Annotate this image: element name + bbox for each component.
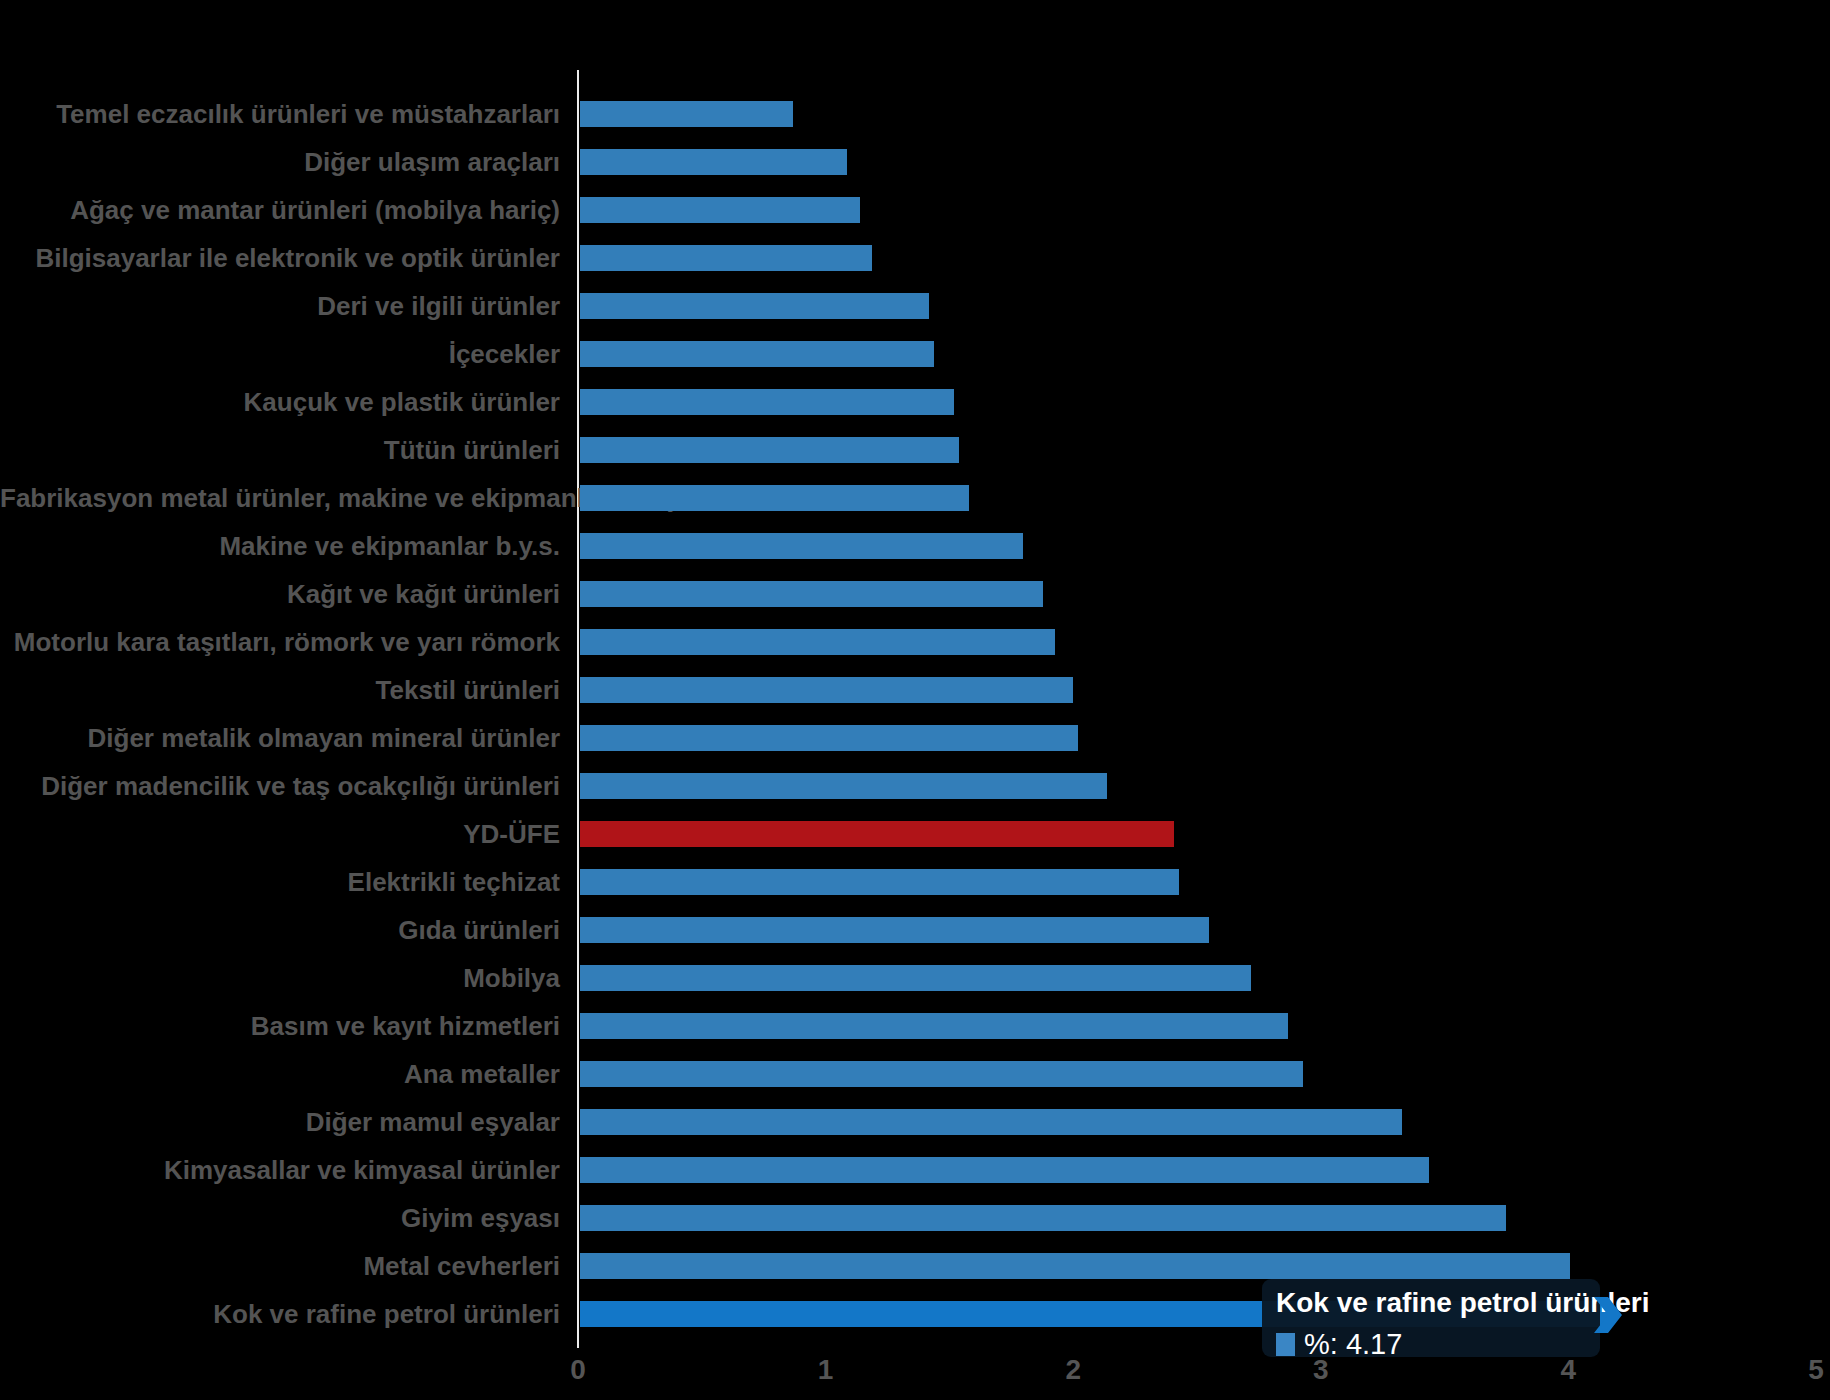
bar[interactable] (580, 965, 1251, 991)
bar[interactable] (580, 773, 1107, 799)
bar[interactable] (580, 197, 860, 223)
bar[interactable] (580, 869, 1179, 895)
category-label: Ağaç ve mantar ürünleri (mobilya hariç) (0, 197, 560, 223)
category-label: Diğer mamul eşyalar (0, 1109, 560, 1135)
bar[interactable] (580, 677, 1073, 703)
category-label: Metal cevherleri (0, 1253, 560, 1279)
bar[interactable] (580, 245, 872, 271)
tooltip: Kok ve rafine petrol ürünleri %: 4.17 (1262, 1279, 1600, 1357)
category-label: Mobilya (0, 965, 560, 991)
bar[interactable] (580, 1253, 1570, 1279)
category-label: Giyim eşyası (0, 1205, 560, 1231)
category-label: Tekstil ürünleri (0, 677, 560, 703)
bar[interactable] (580, 101, 793, 127)
x-tick-label: 5 (1786, 1354, 1830, 1386)
category-label: Fabrikasyon metal ürünler, makine ve eki… (0, 485, 560, 511)
bar[interactable] (580, 1205, 1506, 1231)
bar[interactable] (580, 1109, 1402, 1135)
tooltip-title: Kok ve rafine petrol ürünleri (1276, 1287, 1600, 1319)
x-tick-label: 0 (548, 1354, 608, 1386)
category-label: Gıda ürünleri (0, 917, 560, 943)
category-label: Bilgisayarlar ile elektronik ve optik ür… (0, 245, 560, 271)
category-label: Diğer metalik olmayan mineral ürünler (0, 725, 560, 751)
x-tick-label: 1 (796, 1354, 856, 1386)
tooltip-value: %: 4.17 (1304, 1328, 1402, 1361)
category-label: Elektrikli teçhizat (0, 869, 560, 895)
bar[interactable] (580, 293, 929, 319)
bar[interactable] (580, 389, 954, 415)
tooltip-value-row: %: 4.17 (1276, 1328, 1600, 1361)
category-label: Kağıt ve kağıt ürünleri (0, 581, 560, 607)
category-label: Ana metaller (0, 1061, 560, 1087)
category-label: Diğer ulaşım araçları (0, 149, 560, 175)
y-axis-line (577, 70, 579, 1348)
bar[interactable] (580, 581, 1043, 607)
bar[interactable] (580, 1013, 1288, 1039)
bar[interactable] (580, 485, 969, 511)
category-label: Kok ve rafine petrol ürünleri (0, 1301, 560, 1327)
category-label: Temel eczacılık ürünleri ve müstahzarlar… (0, 101, 560, 127)
bar[interactable] (580, 1061, 1303, 1087)
bar[interactable] (580, 341, 934, 367)
bar[interactable] (580, 629, 1055, 655)
x-tick-label: 2 (1043, 1354, 1103, 1386)
bar[interactable] (580, 725, 1078, 751)
bar[interactable] (580, 437, 959, 463)
bar[interactable] (580, 533, 1023, 559)
category-label: Tütün ürünleri (0, 437, 560, 463)
category-label: Diğer madencilik ve taş ocakçılığı ürünl… (0, 773, 560, 799)
category-label: Kimyasallar ve kimyasal ürünler (0, 1157, 560, 1183)
bar[interactable] (580, 917, 1209, 943)
series-swatch-icon (1276, 1333, 1295, 1356)
bar[interactable] (580, 821, 1174, 847)
category-label: Deri ve ilgili ürünler (0, 293, 560, 319)
category-label: İçecekler (0, 341, 560, 367)
category-label: YD-ÜFE (0, 821, 560, 847)
category-label: Makine ve ekipmanlar b.y.s. (0, 533, 560, 559)
bar[interactable] (580, 1157, 1429, 1183)
category-label: Kauçuk ve plastik ürünler (0, 389, 560, 415)
bar[interactable] (580, 149, 847, 175)
yd-ufe-bar-chart: Temel eczacılık ürünleri ve müstahzarlar… (0, 0, 1830, 1400)
category-label: Basım ve kayıt hizmetleri (0, 1013, 560, 1039)
category-label: Motorlu kara taşıtları, römork ve yarı r… (0, 629, 560, 655)
